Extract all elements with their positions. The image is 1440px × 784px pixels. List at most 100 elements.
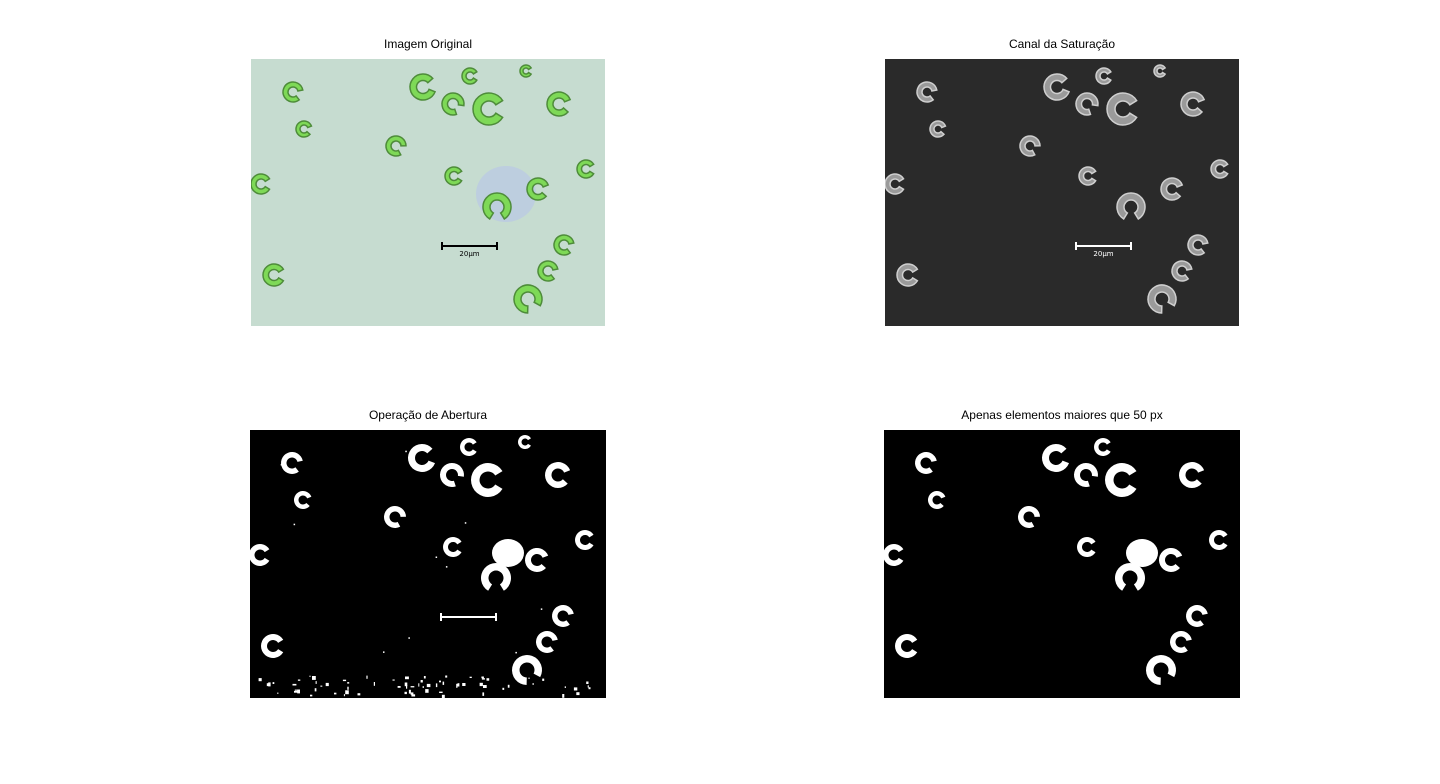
- cell-11: [526, 177, 550, 201]
- cell-1: [294, 491, 312, 509]
- cell-2: [385, 135, 407, 157]
- cell-2: [384, 506, 406, 528]
- noise-speck: [297, 679, 301, 681]
- noise-speck: [586, 681, 589, 684]
- noise-speck: [573, 687, 578, 691]
- noise-speck: [280, 464, 283, 466]
- noise-speck: [442, 681, 445, 685]
- blue-blur-spot: [476, 166, 536, 222]
- cell-6: [1095, 67, 1112, 85]
- panel-title-opening: Operação de Abertura: [368, 408, 488, 422]
- noise-speck: [481, 678, 485, 680]
- cell-16: [262, 263, 285, 287]
- noise-speck: [404, 691, 407, 695]
- noise-speck: [309, 675, 311, 677]
- cell-13: [1116, 192, 1146, 220]
- cell-9: [885, 173, 905, 195]
- cell-14: [553, 234, 575, 256]
- noise-speck: [423, 676, 426, 679]
- noise-speck: [347, 682, 350, 684]
- noise-speck: [457, 683, 460, 687]
- cell-13: [481, 563, 511, 591]
- cell-0: [916, 81, 938, 103]
- noise-speck: [532, 683, 534, 685]
- noise-speck: [483, 685, 487, 688]
- panel-title-filtered: Apenas elementos maiores que 50 px: [961, 408, 1163, 422]
- cell-12: [576, 159, 595, 179]
- cell-0: [282, 81, 304, 103]
- noise-speck: [469, 676, 472, 678]
- cell-17: [1147, 284, 1177, 314]
- noise-speck: [325, 682, 329, 687]
- cell-12: [1210, 159, 1229, 179]
- scale-bar: 20μm: [1075, 242, 1132, 258]
- cell-7: [1153, 64, 1167, 78]
- filtered-image: [884, 430, 1240, 698]
- noise-speck: [366, 675, 368, 679]
- noise-speck: [422, 686, 424, 688]
- cell-6: [460, 438, 477, 456]
- saturation-image: 20μm: [885, 59, 1239, 326]
- cell-9: [884, 544, 904, 566]
- noise-speck: [357, 693, 361, 696]
- cell-2: [1018, 506, 1040, 528]
- noise-speck: [268, 682, 271, 687]
- noise-speck: [439, 691, 443, 693]
- panel-saturation: Canal da Saturação 20μm: [885, 37, 1239, 326]
- noise-speck: [588, 687, 591, 690]
- cell-8: [545, 462, 571, 488]
- noise-speck: [320, 685, 323, 687]
- noise-speck: [410, 692, 414, 695]
- cell-5: [471, 463, 503, 497]
- cell-3: [1043, 73, 1071, 101]
- cell-8: [1180, 91, 1206, 117]
- noise-speck: [456, 683, 458, 688]
- noise-speck: [425, 689, 429, 693]
- cell-15: [536, 631, 558, 653]
- noise-speck: [445, 675, 448, 678]
- noise-speck: [272, 682, 275, 684]
- noise-speck: [310, 694, 313, 697]
- scale-bar: [440, 613, 497, 621]
- cell-6: [1094, 438, 1111, 456]
- noise-speck: [410, 686, 415, 688]
- noise-speck: [292, 683, 297, 686]
- noise-speck: [383, 651, 385, 653]
- cell-11: [1159, 548, 1183, 572]
- noise-speck: [420, 680, 423, 683]
- cell-11: [1160, 177, 1184, 201]
- noise-speck: [315, 681, 317, 684]
- cell-4: [1075, 92, 1099, 116]
- cell-15: [1170, 631, 1192, 653]
- cell-10: [1078, 166, 1097, 186]
- cell-4: [440, 463, 464, 487]
- noise-speck: [462, 683, 466, 686]
- noise-speck: [258, 678, 262, 682]
- noise-speck: [404, 682, 408, 687]
- merged-blob: [492, 539, 524, 567]
- panel-filtered: Apenas elementos maiores que 50 px: [884, 408, 1240, 698]
- noise-speck: [297, 689, 300, 694]
- cell-17: [1146, 655, 1176, 685]
- noise-speck: [481, 676, 484, 679]
- noise-speck: [277, 692, 279, 694]
- noise-speck: [587, 685, 589, 688]
- cell-4: [441, 92, 465, 116]
- cell-4: [1074, 463, 1098, 487]
- noise-speck: [418, 683, 420, 687]
- cell-15: [537, 260, 559, 282]
- cell-3: [1042, 444, 1070, 472]
- noise-speck: [406, 685, 408, 689]
- cell-14: [1186, 605, 1208, 627]
- noise-speck: [347, 686, 349, 690]
- cell-8: [1179, 462, 1205, 488]
- noise-speck: [507, 684, 510, 688]
- noise-speck: [562, 694, 565, 698]
- noise-speck: [405, 450, 407, 453]
- cell-9: [251, 173, 271, 195]
- noise-speck: [515, 651, 517, 654]
- cell-17: [512, 655, 542, 685]
- cell-13: [1115, 563, 1145, 591]
- noise-speck: [342, 679, 347, 682]
